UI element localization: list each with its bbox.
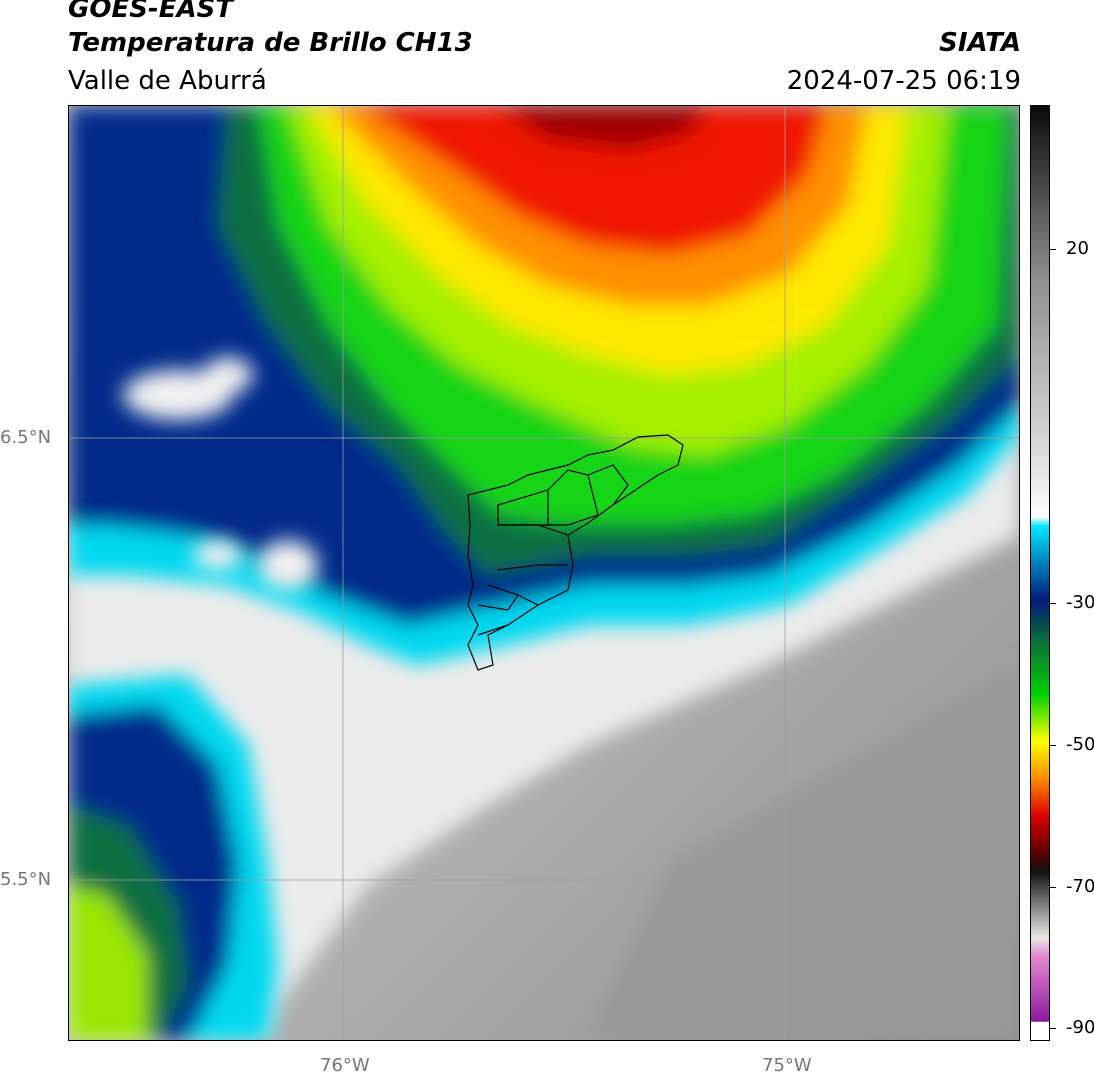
municipality-division xyxy=(587,464,629,506)
brightness-temperature-map xyxy=(68,105,1020,1041)
municipality-division xyxy=(497,564,568,571)
colorbar-tick xyxy=(1050,745,1056,746)
lat-label-6-5N: 6.5°N xyxy=(0,427,52,448)
white-cloud-hole xyxy=(258,540,318,590)
colorbar-tick-label: 20 xyxy=(1066,238,1089,259)
darker-gray-patch xyxy=(588,665,1020,1041)
graticule xyxy=(68,105,1020,1041)
colorbar-tick xyxy=(1050,249,1056,250)
organization-label: SIATA xyxy=(939,28,1021,58)
datetime-label: 2024-07-25 06:19 xyxy=(786,66,1021,96)
product-title: Temperatura de Brillo CH13 xyxy=(68,28,473,58)
dark-red-core xyxy=(498,105,708,150)
municipality-boundaries xyxy=(467,434,684,671)
colorbar-tick xyxy=(1050,887,1056,888)
southwest-lime-region xyxy=(68,885,148,1041)
municipality-division xyxy=(477,624,509,636)
colorbar-tick-label: -90 xyxy=(1066,1017,1094,1038)
lon-label-75W: 75°W xyxy=(762,1055,812,1076)
colorbar-tick-label: -30 xyxy=(1066,592,1094,613)
lon-label-76W: 76°W xyxy=(320,1055,370,1076)
white-cloud-hole xyxy=(193,540,243,570)
satellite-title: GOES-EAST xyxy=(68,0,234,24)
municipality-division xyxy=(498,524,569,536)
municipality-division xyxy=(547,469,599,526)
municipality-division xyxy=(477,594,519,611)
colorbar-tick xyxy=(1050,603,1056,604)
colorbar-tick xyxy=(1050,1028,1056,1029)
colorbar-tick-label: -70 xyxy=(1066,876,1094,897)
red-cloud-region xyxy=(358,105,828,255)
colorbar xyxy=(1030,105,1050,1041)
region-label: Valle de Aburrá xyxy=(68,66,267,96)
white-cloud-hole xyxy=(203,357,253,393)
lat-label-5-5N: 5.5°N xyxy=(0,869,52,890)
colorbar-tick-label: -50 xyxy=(1066,734,1094,755)
